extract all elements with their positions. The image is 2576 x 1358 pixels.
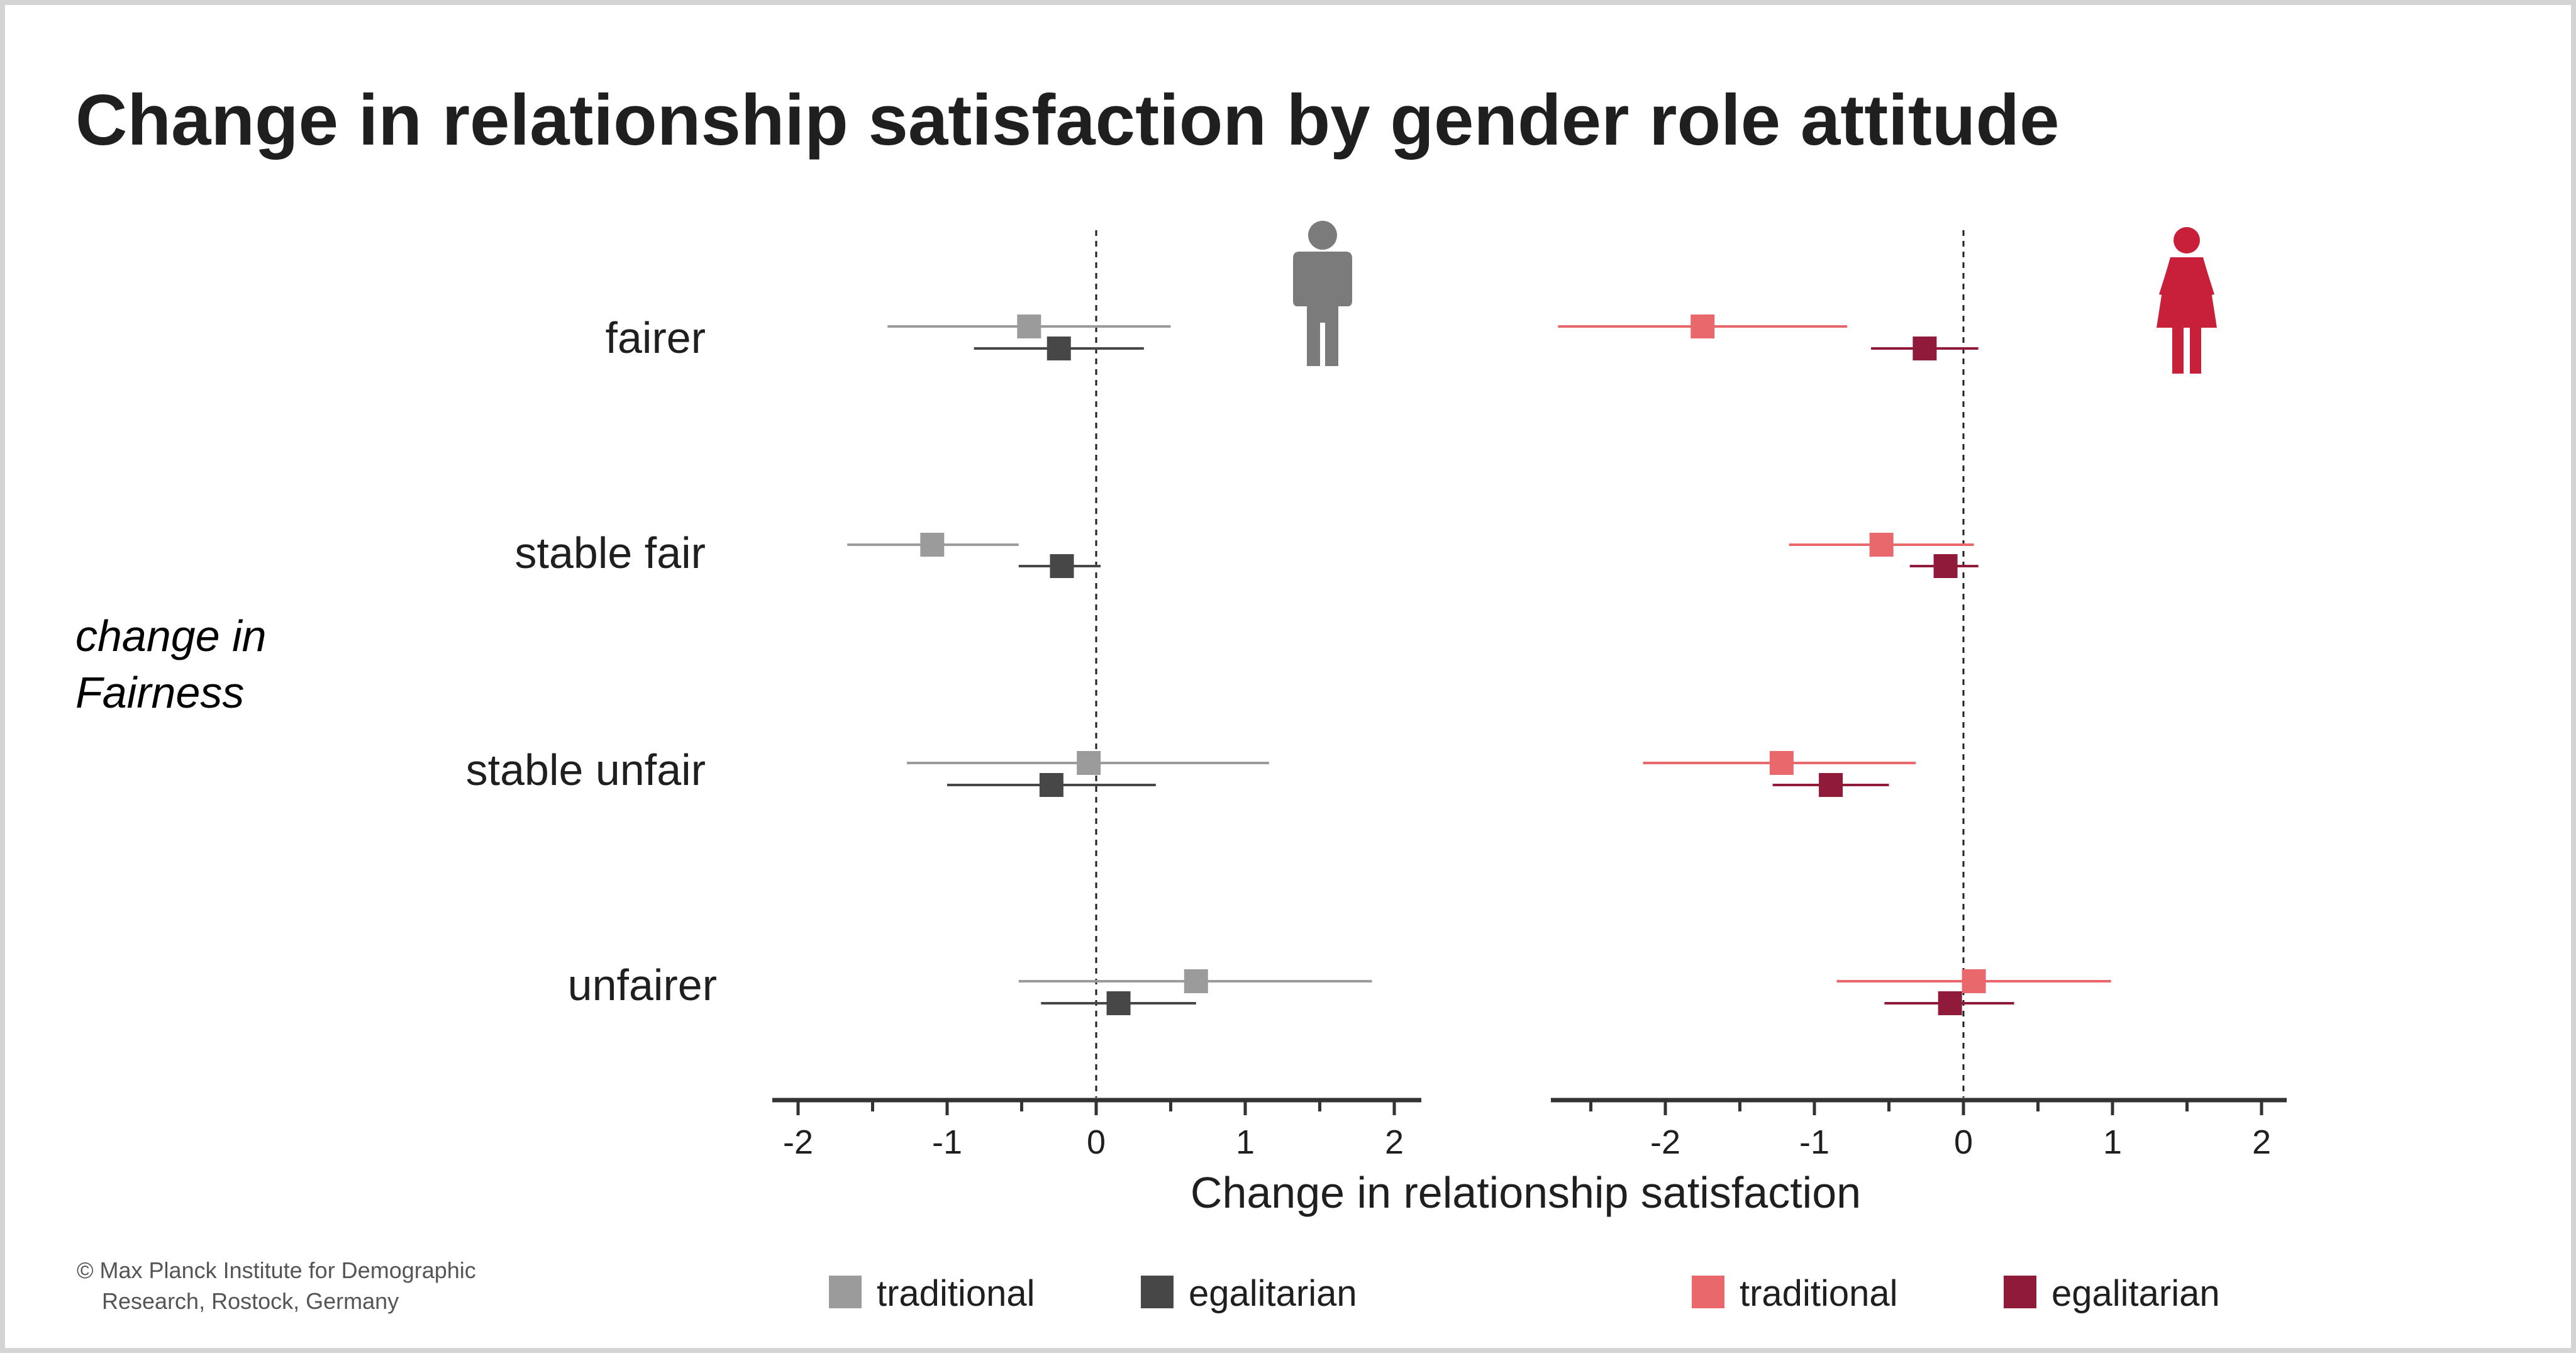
man-icon	[1293, 221, 1352, 366]
panel-men: -2 -1 0 1 2	[772, 230, 1421, 1161]
y-axis-label-line2: Fairness	[75, 668, 244, 717]
men-tick-label: -2	[783, 1123, 813, 1161]
women-traditional-point-stable-fair	[1869, 533, 1894, 557]
women-egalitarian-point-unfairer	[1938, 991, 1962, 1015]
men-egalitarian-point-stable-fair	[1050, 554, 1074, 578]
y-axis-label-line1: change in	[75, 611, 267, 660]
credit: © Max Planck Institute for Demographic R…	[77, 1257, 476, 1314]
men-egalitarian-point-unfairer	[1106, 991, 1131, 1015]
category-label-stable-unfair: stable unfair	[466, 745, 706, 794]
y-axis-label: change in Fairness	[75, 611, 267, 717]
women-tick-label: -1	[1799, 1123, 1829, 1161]
women-tick-label: 1	[2103, 1123, 2122, 1161]
women-traditional-point-stable-unfair	[1769, 751, 1794, 775]
men-traditional-point-stable-unfair	[1077, 751, 1101, 775]
men-egalitarian-point-stable-unfair	[1039, 773, 1063, 797]
legend-swatch-women-egalitarian	[2004, 1276, 2036, 1308]
men-traditional-point-unfairer	[1184, 969, 1208, 993]
men-tick-label: -1	[932, 1123, 962, 1161]
category-label-fairer: fairer	[606, 313, 706, 362]
panel-women: -2 -1 0 1 2	[1551, 230, 2287, 1161]
credit-line-1: © Max Planck Institute for Demographic	[77, 1257, 476, 1283]
men-traditional-point-stable-fair	[920, 533, 945, 557]
legend: traditional egalitarian traditional egalita…	[829, 1273, 2220, 1314]
legend-swatch-men-traditional	[829, 1276, 862, 1308]
legend-label-women-traditional: traditional	[1740, 1273, 1897, 1314]
women-tick-label: 0	[1954, 1123, 1973, 1161]
category-labels: fairer stable fair stable unfair unfaire…	[466, 313, 717, 1010]
men-tick-label: 0	[1087, 1123, 1106, 1161]
chart-title: Change in relationship satisfaction by g…	[75, 81, 2059, 160]
men-tick-label: 2	[1385, 1123, 1404, 1161]
legend-label-men-egalitarian: egalitarian	[1189, 1273, 1357, 1314]
women-traditional-point-unfairer	[1962, 969, 1986, 993]
men-tick-label: 1	[1236, 1123, 1255, 1161]
x-axis-title: Change in relationship satisfaction	[1191, 1168, 1861, 1217]
category-label-unfairer: unfairer	[568, 960, 717, 1010]
credit-line-2: Research, Rostock, Germany	[102, 1288, 399, 1314]
women-egalitarian-point-stable-unfair	[1819, 773, 1843, 797]
category-label-stable-fair: stable fair	[515, 528, 706, 577]
men-traditional-point-fairer	[1017, 314, 1041, 338]
chart-svg: Change in relationship satisfaction by g…	[75, 81, 2287, 1314]
women-egalitarian-point-fairer	[1913, 337, 1937, 360]
women-egalitarian-point-stable-fair	[1933, 554, 1958, 578]
women-tick-label: 2	[2252, 1123, 2271, 1161]
legend-label-men-traditional: traditional	[877, 1273, 1035, 1314]
men-egalitarian-point-fairer	[1046, 337, 1071, 360]
woman-icon	[2157, 227, 2217, 374]
legend-swatch-men-egalitarian	[1141, 1276, 1174, 1308]
legend-swatch-women-traditional	[1692, 1276, 1724, 1308]
women-tick-label: -2	[1650, 1123, 1680, 1161]
women-traditional-point-fairer	[1690, 314, 1715, 338]
legend-label-women-egalitarian: egalitarian	[2051, 1273, 2220, 1314]
